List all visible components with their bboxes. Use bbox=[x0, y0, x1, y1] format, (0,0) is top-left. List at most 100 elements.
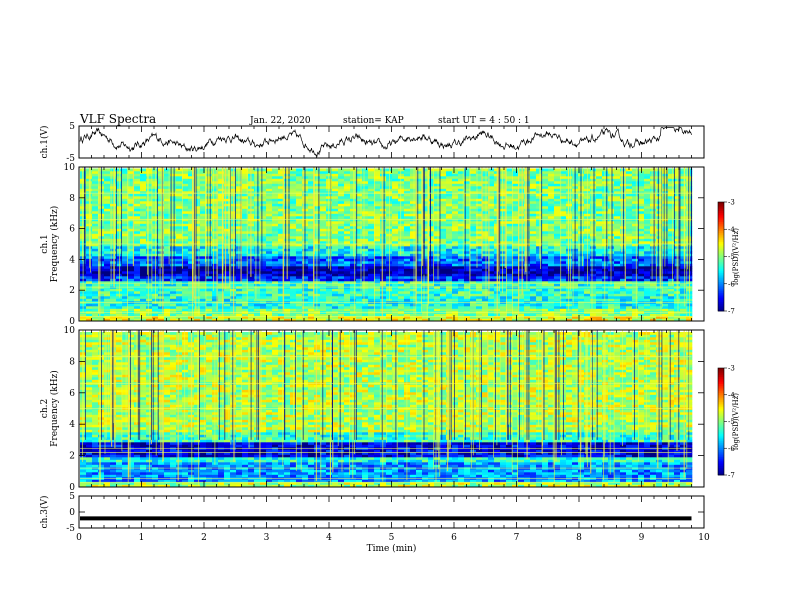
p2-cell bbox=[392, 238, 399, 242]
p2-cell bbox=[566, 306, 573, 309]
p2-cell bbox=[380, 236, 387, 239]
p2-cell bbox=[632, 288, 639, 292]
p2-cell bbox=[386, 306, 393, 309]
p2-cell bbox=[122, 288, 129, 292]
p2-cell bbox=[476, 283, 483, 287]
p2-cell bbox=[434, 313, 441, 317]
p2-cell bbox=[470, 253, 477, 257]
p2-cell bbox=[122, 271, 129, 274]
p2-cell bbox=[260, 238, 267, 242]
p2-cell bbox=[266, 316, 273, 319]
p2-cell bbox=[302, 313, 309, 317]
p2-cell bbox=[332, 318, 339, 322]
p2-cell bbox=[500, 293, 507, 297]
p2-cell bbox=[368, 268, 375, 272]
p2-cell bbox=[110, 313, 117, 317]
p2-cell bbox=[206, 303, 213, 307]
p2-cell bbox=[650, 206, 657, 209]
p2-cell bbox=[338, 233, 345, 237]
p2-cell bbox=[344, 213, 351, 217]
p2-cell bbox=[554, 261, 561, 264]
p2-cell bbox=[668, 206, 675, 209]
p2-cell bbox=[332, 248, 339, 252]
p2-cell bbox=[404, 208, 411, 212]
p2-cell bbox=[428, 268, 435, 272]
p2-cell bbox=[632, 258, 639, 262]
p2-cell bbox=[578, 278, 585, 282]
p2-cell bbox=[470, 271, 477, 274]
p2-cell bbox=[398, 276, 405, 279]
p2-cell bbox=[404, 241, 411, 244]
p2-cell bbox=[266, 268, 273, 272]
p2-cell bbox=[536, 278, 543, 282]
p2-cell bbox=[158, 256, 165, 259]
p2-cell bbox=[200, 263, 207, 267]
p2-cell bbox=[476, 241, 483, 244]
p2-cell bbox=[272, 221, 279, 224]
p2-cell bbox=[116, 266, 123, 269]
p2-cell bbox=[560, 303, 567, 307]
p2-cell bbox=[260, 263, 267, 267]
p2-cell bbox=[656, 253, 663, 257]
p2-cell bbox=[614, 228, 621, 232]
p2-cell bbox=[296, 261, 303, 264]
p2-cell bbox=[410, 223, 417, 227]
p2-cell bbox=[584, 288, 591, 292]
p2-cell bbox=[482, 271, 489, 274]
p2-cell bbox=[596, 318, 603, 322]
p2-cell bbox=[188, 288, 195, 292]
p2-cell bbox=[554, 291, 561, 294]
p2-cell bbox=[434, 238, 441, 242]
p2-cell bbox=[392, 241, 399, 244]
p2-cell bbox=[164, 291, 171, 294]
p2-cell bbox=[440, 303, 447, 307]
p2-cell bbox=[350, 273, 357, 277]
p2-cell bbox=[650, 226, 657, 229]
p2-cell bbox=[398, 246, 405, 249]
p2-cell bbox=[398, 236, 405, 239]
p2-cell bbox=[380, 218, 387, 222]
p2-cell bbox=[404, 288, 411, 292]
p2-cell bbox=[98, 228, 105, 232]
p2-cell bbox=[590, 248, 597, 252]
p2-cell bbox=[98, 223, 105, 227]
p2-cell bbox=[350, 281, 357, 284]
p2-cell bbox=[638, 228, 645, 232]
p2-cell bbox=[188, 253, 195, 257]
p2-cell bbox=[146, 261, 153, 264]
p2-cell bbox=[290, 263, 297, 267]
p2-cell bbox=[458, 268, 465, 272]
p2-cell bbox=[116, 318, 123, 322]
p2-cell bbox=[374, 241, 381, 244]
p2-cell bbox=[86, 288, 93, 292]
p2-cell bbox=[92, 293, 99, 297]
p2-cell bbox=[200, 266, 207, 269]
p2-cell bbox=[404, 278, 411, 282]
p2-cell bbox=[278, 291, 285, 294]
p2-cell bbox=[170, 263, 177, 267]
p2-cell bbox=[236, 278, 243, 282]
p2-cell bbox=[128, 248, 135, 252]
p2-cell bbox=[254, 313, 261, 317]
p2-cell bbox=[164, 318, 171, 322]
p2-cell bbox=[230, 318, 237, 322]
p2-cell bbox=[662, 283, 669, 287]
p2-cell bbox=[500, 296, 507, 299]
p2-cell bbox=[128, 271, 135, 274]
p2-cell bbox=[194, 261, 201, 264]
p2-cell bbox=[488, 271, 495, 274]
p2-cell bbox=[146, 288, 153, 292]
p2-cell bbox=[164, 296, 171, 299]
p2-cell bbox=[260, 268, 267, 272]
p2-cell bbox=[422, 313, 429, 317]
p2-cell bbox=[620, 298, 627, 302]
p2-cell bbox=[242, 266, 249, 269]
p2-cell bbox=[482, 306, 489, 309]
p2-cell bbox=[398, 253, 405, 257]
p2-cell bbox=[392, 291, 399, 294]
p2-cell bbox=[512, 256, 519, 259]
p2-cell bbox=[290, 303, 297, 307]
p2-cell bbox=[440, 206, 447, 209]
p2-cell bbox=[542, 296, 549, 299]
p2-cell bbox=[614, 278, 621, 282]
